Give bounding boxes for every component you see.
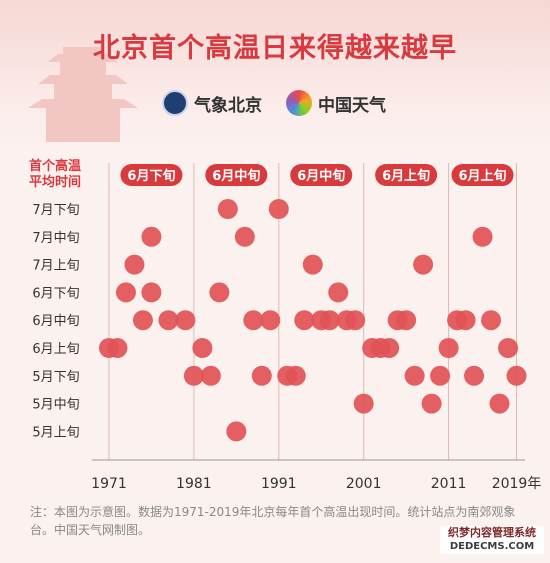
data-point	[124, 254, 145, 275]
data-point	[141, 282, 162, 303]
data-point	[158, 310, 179, 331]
temple-silhouette-icon	[28, 47, 138, 142]
data-point	[268, 199, 289, 219]
beijing-weather-seal-icon	[162, 90, 188, 116]
data-point	[234, 226, 255, 247]
y-tick-label: 6月上旬	[32, 342, 79, 357]
decade-badge-label: 6月下旬	[127, 168, 175, 184]
scatter-chart: 5月上旬 5月中旬 5月下旬 6月上旬 6月中旬 6月下旬 7月上旬 7月中旬 7月下旬 1971…	[32, 163, 542, 492]
y-tick-label: 5月中旬	[32, 398, 79, 413]
logo-label: 气象北京	[194, 95, 262, 116]
data-point	[498, 338, 519, 358]
data-point	[396, 310, 417, 331]
x-tick-label: 2011	[431, 476, 467, 492]
x-tick-label: 1971	[91, 476, 127, 492]
data-point	[243, 310, 264, 331]
decade-badge-label: 6月上旬	[382, 168, 430, 184]
y-tick-label: 7月下旬	[32, 203, 79, 218]
data-point	[115, 282, 136, 303]
data-point	[285, 365, 306, 386]
data-point	[183, 365, 204, 386]
data-point	[217, 199, 238, 219]
y-tick-label: 7月中旬	[32, 231, 79, 246]
data-point	[319, 310, 340, 331]
data-point	[455, 310, 476, 331]
data-point	[302, 254, 323, 275]
y-tick-label: 6月下旬	[32, 286, 79, 301]
brand-url: DEDECMS.COM	[449, 541, 535, 552]
x-tick-label: 2001	[346, 476, 382, 492]
logo-china-weather: 中国天气	[286, 90, 386, 116]
data-point	[481, 310, 502, 331]
y-tick-label: 6月中旬	[32, 314, 79, 329]
page-title: 北京首个高温日来得越来越早	[93, 33, 457, 64]
logo-beijing-weather: 气象北京	[162, 90, 262, 116]
y-tick-label: 5月上旬	[32, 425, 79, 440]
data-point	[489, 393, 510, 414]
footnote: 注：本图为示意图。数据为1971-2019年北京每年首个高温出现时间。统计站点为…	[30, 505, 516, 537]
data-point	[294, 310, 315, 331]
data-point	[192, 338, 213, 358]
data-point	[438, 338, 459, 358]
x-tick-label: 1981	[176, 476, 212, 492]
data-point	[132, 310, 153, 331]
data-point	[353, 393, 374, 414]
brand-name: 织梦内容管理系统	[448, 526, 536, 539]
data-point	[379, 338, 400, 358]
data-point	[506, 365, 527, 386]
decade-badge	[451, 164, 514, 186]
data-point	[200, 365, 221, 386]
data-point	[141, 226, 162, 247]
data-point	[421, 393, 442, 414]
data-point	[464, 365, 485, 386]
data-point	[107, 338, 128, 358]
y-axis-title-line: 平均时间	[28, 175, 81, 190]
data-point	[413, 254, 434, 275]
header-banner: 北京首个高温日来得越来越早 气象北京 中国天气	[0, 0, 550, 150]
decade-badge-label: 6月上旬	[459, 168, 507, 184]
decade-badge	[205, 164, 268, 186]
decade-badge-label: 6月中旬	[297, 168, 345, 184]
data-point	[345, 310, 366, 331]
decade-badge-label: 6月中旬	[212, 168, 260, 184]
x-tick-label: 2019年	[492, 476, 542, 492]
data-point	[209, 282, 230, 303]
logo-label: 中国天气	[318, 95, 386, 116]
decade-badge	[120, 164, 183, 186]
decade-badge	[375, 164, 438, 186]
y-tick-label: 7月上旬	[32, 259, 79, 274]
data-point	[226, 421, 247, 442]
data-point	[328, 282, 349, 303]
data-point	[404, 365, 425, 386]
data-point	[260, 310, 281, 331]
data-point	[175, 310, 196, 331]
data-point	[472, 226, 493, 247]
x-tick-label: 1991	[261, 476, 297, 492]
data-point	[430, 365, 451, 386]
decade-badge	[290, 164, 353, 186]
y-axis-title: 首个高温 平均时间	[20, 159, 90, 191]
watermark-brand: 织梦内容管理系统 DEDECMS.COM	[440, 526, 544, 554]
china-weather-swirl-icon	[286, 90, 312, 116]
y-axis-title-line: 首个高温	[28, 159, 81, 174]
y-tick-label: 5月下旬	[32, 370, 79, 385]
data-point	[251, 365, 272, 386]
